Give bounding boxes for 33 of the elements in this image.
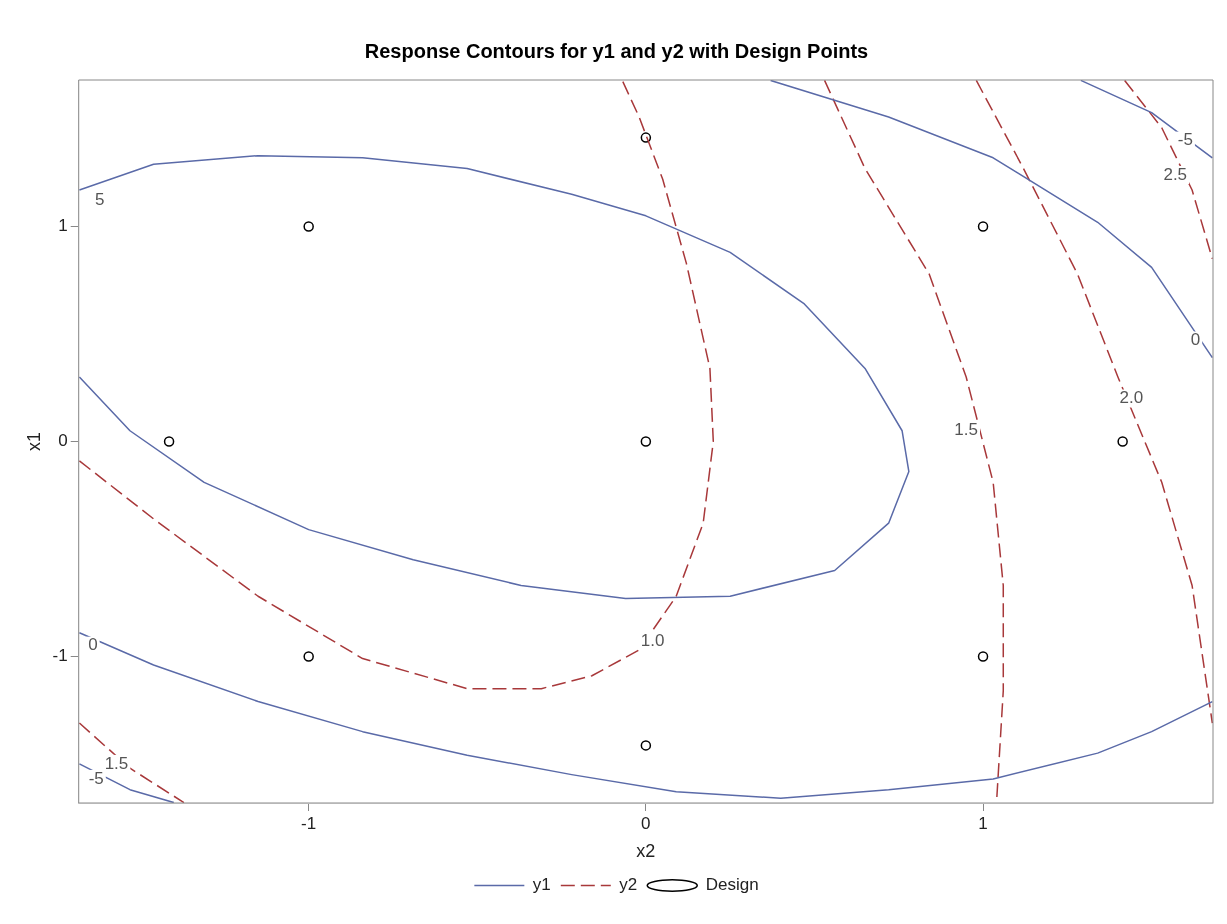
annotation: -5	[1177, 130, 1193, 150]
legend-label: y2	[619, 875, 638, 895]
y-tick-label: -1	[52, 646, 68, 666]
y-tick-label: 0	[58, 431, 68, 451]
annotation: 5	[94, 190, 105, 210]
x-tick-label: -1	[301, 813, 317, 833]
point	[303, 221, 314, 232]
annotation: 0	[88, 635, 98, 655]
annotation: 2.0	[1119, 388, 1144, 408]
legend-label: Design	[705, 875, 759, 895]
y-tick-label: 1	[58, 216, 68, 236]
point	[163, 436, 175, 447]
x-axis-title: x2	[636, 841, 656, 862]
point	[977, 651, 989, 662]
annotation: 1.0	[640, 631, 665, 651]
point	[640, 740, 652, 751]
line-series	[1123, 80, 1213, 260]
annotation: 0	[1190, 330, 1201, 350]
line-series	[78, 80, 715, 690]
point	[640, 436, 652, 447]
chart-title: Response Contours for y1 and y2 with Design Points	[364, 39, 869, 62]
point	[977, 221, 989, 232]
point	[640, 132, 652, 143]
point	[1117, 436, 1128, 447]
legend-label: y1	[532, 875, 551, 895]
annotation: 1.5	[104, 753, 129, 773]
y-axis-title: x1	[23, 431, 44, 452]
x-tick-label: 0	[641, 813, 651, 833]
x-tick-label: 1	[978, 813, 988, 833]
annotation: -5	[88, 768, 104, 788]
annotation: 2.5	[1163, 164, 1188, 184]
point	[303, 651, 314, 662]
annotation: 1.5	[954, 420, 978, 440]
